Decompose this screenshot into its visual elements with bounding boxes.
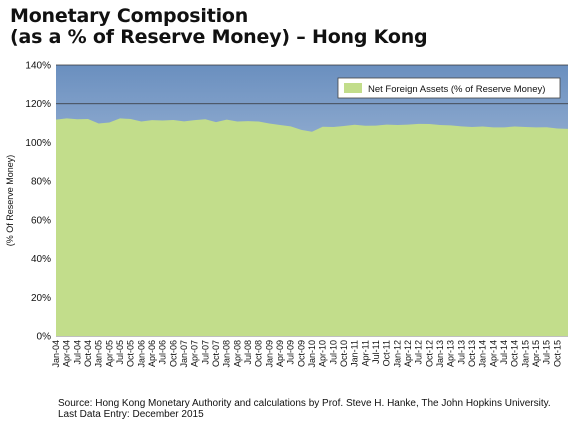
x-tick-label: Jan-15	[520, 340, 530, 368]
series-area-net-foreign-assets	[56, 118, 568, 336]
x-tick-label: Apr-08	[232, 340, 242, 367]
x-tick-label: Oct-09	[296, 340, 306, 367]
x-tick-label: Jan-07	[179, 340, 189, 368]
x-tick-label: Jul-10	[328, 340, 338, 365]
y-tick-label: 20%	[31, 293, 51, 304]
source-note: Source: Hong Kong Monetary Authority and…	[58, 398, 551, 420]
x-tick-label: Oct-14	[510, 340, 520, 367]
y-tick-label: 120%	[25, 99, 51, 110]
x-tick-label: Jan-09	[264, 340, 274, 368]
x-tick-label: Jul-11	[371, 340, 381, 364]
x-tick-label: Jul-09	[286, 340, 296, 365]
legend-swatch	[344, 83, 362, 93]
x-tick-label: Jan-14	[478, 340, 488, 368]
x-tick-label: Jan-04	[51, 340, 61, 368]
x-tick-label: Apr-10	[318, 340, 328, 367]
x-tick-label: Apr-07	[190, 340, 200, 367]
x-tick-label: Apr-14	[488, 340, 498, 367]
y-tick-label: 100%	[25, 138, 51, 149]
x-tick-label: Jul-05	[115, 340, 125, 365]
legend-box	[337, 77, 561, 99]
x-tick-label: Apr-09	[275, 340, 285, 367]
chart-title-line-1: Monetary Composition	[10, 5, 249, 27]
x-tick-label: Jan-06	[136, 340, 146, 368]
x-tick-label: Oct-10	[339, 340, 349, 367]
x-tick-label: Apr-04	[62, 340, 72, 367]
y-tick-label: 80%	[31, 177, 51, 188]
chart-svg: 0%20%40%60%80%100%120%140% Jan-04 Apr-04 J…	[5, 61, 568, 368]
x-tick-label: Oct-08	[254, 340, 264, 367]
x-tick-label: Apr-11	[360, 340, 370, 366]
x-tick-label: Oct-11	[382, 340, 392, 366]
x-tick-label: Jan-05	[94, 340, 104, 368]
chart-title-line-2: (as a % of Reserve Money) – Hong Kong	[10, 26, 428, 48]
x-tick-label: Jul-13	[456, 340, 466, 365]
y-tick-label: 60%	[31, 215, 51, 226]
x-tick-label: Apr-13	[446, 340, 456, 367]
x-tick-label: Jan-10	[307, 340, 317, 368]
x-tick-label: Jan-11	[350, 340, 360, 367]
x-tick-label: Jan-12	[392, 340, 402, 368]
x-tick-label: Oct-05	[126, 340, 136, 367]
x-tick-label: Oct-06	[168, 340, 178, 367]
x-tick-label: Oct-12	[424, 340, 434, 367]
x-tick-label: Jan-08	[222, 340, 232, 368]
x-tick-label: Oct-13	[467, 340, 477, 367]
x-tick-label: Oct-15	[552, 340, 562, 367]
y-tick-label: 140%	[25, 61, 51, 72]
x-tick-label: Jul-12	[414, 340, 424, 365]
x-tick-label: Jul-14	[499, 340, 509, 365]
legend-label: Net Foreign Assets (% of Reserve Money)	[368, 84, 545, 95]
x-tick-label: Jul-08	[243, 340, 253, 365]
x-tick-label: Oct-07	[211, 340, 221, 367]
chart-title: Monetary Composition (as a % of Reserve …	[10, 5, 428, 48]
x-tick-label: Oct-04	[83, 340, 93, 367]
x-tick-label: Apr-12	[403, 340, 413, 367]
y-tick-label: 40%	[31, 254, 51, 265]
x-tick-label: Jul-07	[200, 340, 210, 365]
x-tick-label: Jul-04	[72, 340, 82, 365]
legend: Net Foreign Assets (% of Reserve Money)	[337, 77, 561, 99]
y-tick-label: 0%	[37, 332, 52, 343]
x-tick-label: Apr-15	[531, 340, 541, 367]
x-tick-label: Apr-05	[104, 340, 114, 367]
y-axis-label: (% Of Reserve Money)	[5, 155, 15, 247]
x-tick-label: Jan-13	[435, 340, 445, 368]
source-line: Source: Hong Kong Monetary Authority and…	[58, 398, 551, 409]
x-axis-ticks: Jan-04 Apr-04 Jul-04 Oct-04 Jan-05 Apr-05 Jul-…	[51, 340, 562, 368]
x-tick-label: Apr-06	[147, 340, 157, 367]
last-data-entry: Last Data Entry: December 2015	[58, 409, 204, 420]
x-tick-label: Jul-06	[158, 340, 168, 365]
x-tick-label: Jul-15	[542, 340, 552, 365]
y-axis-ticks: 0% 20% 40% 60% 80% 100% 120% 140%	[25, 61, 51, 343]
